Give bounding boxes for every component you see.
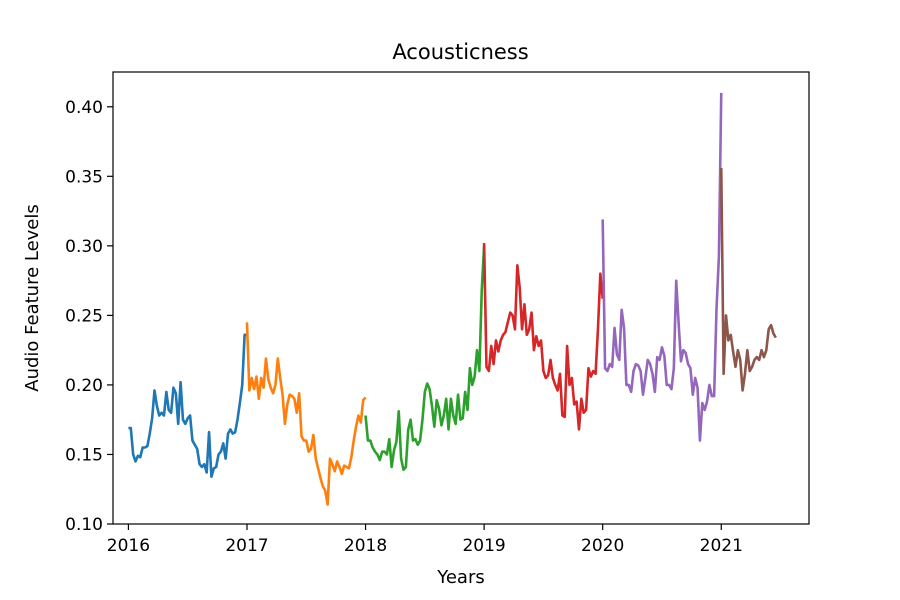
y-tick-label: 0.10 bbox=[65, 515, 103, 535]
x-tick-label: 2020 bbox=[581, 536, 624, 556]
x-tick-label: 2019 bbox=[462, 536, 505, 556]
x-tick-label: 2021 bbox=[700, 536, 743, 556]
y-tick-label: 0.20 bbox=[65, 376, 103, 396]
x-tick-label: 2017 bbox=[225, 536, 268, 556]
series-line-2 bbox=[245, 322, 367, 506]
y-tick-label: 0.30 bbox=[65, 237, 103, 257]
series-line-5 bbox=[601, 92, 723, 442]
x-tick-label: 2018 bbox=[344, 536, 387, 556]
y-axis-label: Audio Feature Levels bbox=[22, 204, 43, 392]
series-line-3 bbox=[364, 245, 486, 472]
series-line-4 bbox=[482, 243, 604, 431]
series-layer bbox=[128, 92, 777, 506]
x-axis-ticks: 2016 2017 2018 2019 2020 2021 bbox=[107, 524, 743, 556]
chart-title: Acousticness bbox=[392, 40, 528, 64]
y-tick-label: 0.25 bbox=[65, 306, 103, 326]
y-tick-label: 0.15 bbox=[65, 445, 103, 465]
series-line-1 bbox=[128, 333, 247, 479]
x-tick-label: 2016 bbox=[107, 536, 150, 556]
y-tick-label: 0.35 bbox=[65, 167, 103, 187]
y-axis-ticks: 0.10 0.15 0.20 0.25 0.30 0.35 0.40 bbox=[65, 98, 113, 535]
y-tick-label: 0.40 bbox=[65, 98, 103, 118]
plot-frame bbox=[112, 71, 810, 525]
x-axis-label: Years bbox=[436, 567, 485, 588]
series-line-6 bbox=[719, 167, 777, 392]
